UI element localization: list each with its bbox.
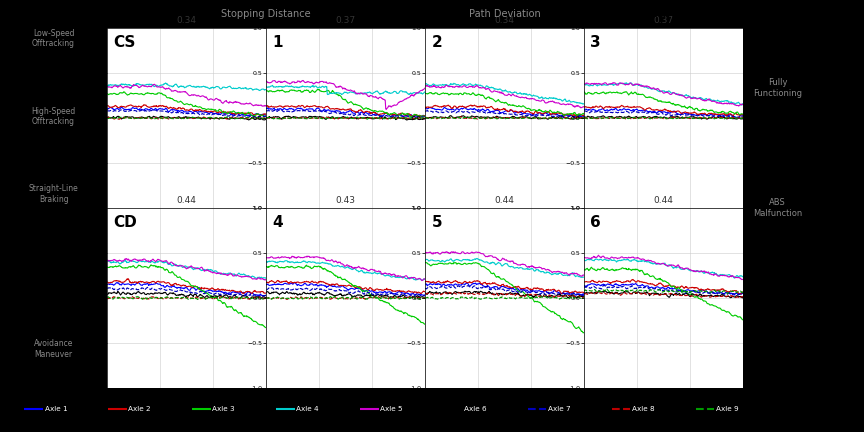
Text: Lateral Load Transfer Ratio: Lateral Load Transfer Ratio [588, 9, 739, 19]
Text: Axle 1: Axle 1 [45, 406, 67, 412]
Text: Axle 6: Axle 6 [464, 406, 486, 412]
Text: 6: 6 [590, 215, 601, 230]
Text: 0.44: 0.44 [494, 196, 515, 205]
X-axis label: Time (seconds): Time (seconds) [319, 400, 372, 407]
Text: 0.43: 0.43 [335, 196, 356, 205]
Text: High-Speed
Offtracking: High-Speed Offtracking [31, 107, 76, 126]
Text: Fully
Functioning: Fully Functioning [753, 78, 802, 98]
Text: Axle 3: Axle 3 [213, 406, 235, 412]
Text: Axle 9: Axle 9 [716, 406, 739, 412]
Text: Axle 2: Axle 2 [129, 406, 151, 412]
Text: CD: CD [113, 215, 137, 230]
Text: Axle 4: Axle 4 [296, 406, 319, 412]
Text: Avoidance
Maneuver: Avoidance Maneuver [34, 340, 73, 359]
Text: 4: 4 [272, 215, 283, 230]
Y-axis label: Load Transfer Ratio: Load Transfer Ratio [80, 268, 86, 328]
X-axis label: Time (seconds): Time (seconds) [637, 400, 690, 407]
Text: 0.34: 0.34 [176, 16, 197, 25]
X-axis label: Time (seconds): Time (seconds) [478, 400, 531, 407]
Text: ABS
Malfunction: ABS Malfunction [753, 198, 803, 218]
Text: Brake
Failure: Brake Failure [761, 318, 794, 338]
Text: 1: 1 [272, 35, 283, 50]
Text: 0.37: 0.37 [335, 16, 356, 25]
Text: 0.44: 0.44 [653, 196, 674, 205]
Text: CS: CS [113, 35, 136, 50]
Text: 0.44: 0.44 [176, 196, 197, 205]
Text: 0.37: 0.37 [653, 16, 674, 25]
Text: 3: 3 [590, 35, 601, 50]
Text: 0.34: 0.34 [494, 16, 515, 25]
Text: Path Deviation: Path Deviation [468, 9, 541, 19]
Text: Axle 8: Axle 8 [632, 406, 655, 412]
Text: Brake in a
Curve: Brake in a Curve [32, 262, 75, 281]
Text: Low-Speed
Offtracking: Low-Speed Offtracking [32, 29, 75, 48]
Text: 2: 2 [431, 35, 442, 50]
Text: Straight-Line
Braking: Straight-Line Braking [29, 184, 79, 203]
Text: Axle 7: Axle 7 [548, 406, 570, 412]
Y-axis label: Load Transfer Ratio: Load Transfer Ratio [80, 88, 86, 148]
Text: 5: 5 [431, 215, 442, 230]
X-axis label: Time (seconds): Time (seconds) [160, 400, 213, 407]
Text: Stopping Distance: Stopping Distance [221, 9, 311, 19]
Text: Axle 5: Axle 5 [380, 406, 403, 412]
